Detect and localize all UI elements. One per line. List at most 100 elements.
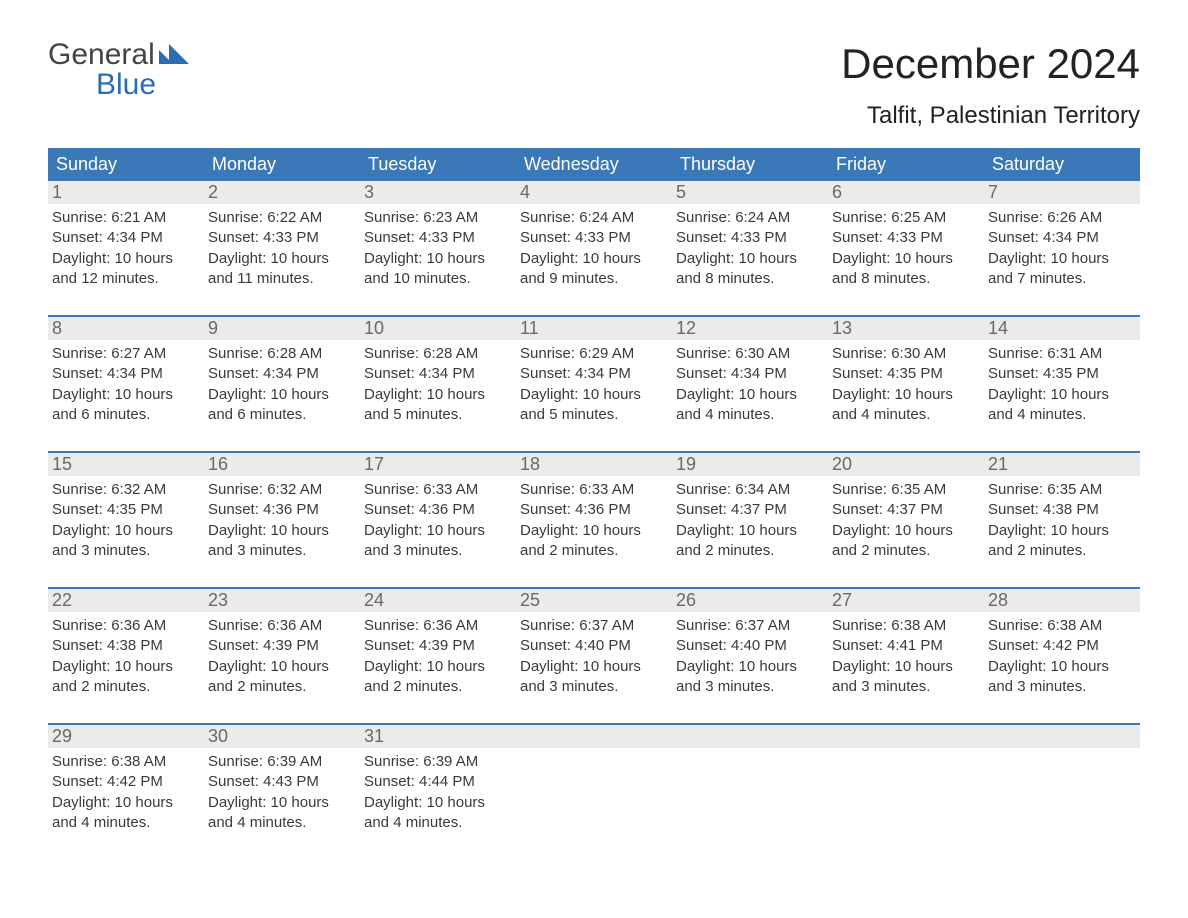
daylight-line: Daylight: 10 hours and 8 minutes. xyxy=(832,249,980,290)
sunset-line: Sunset: 4:33 PM xyxy=(520,228,668,248)
dow-fri: Friday xyxy=(828,148,984,181)
sunrise-line: Sunrise: 6:36 AM xyxy=(52,616,200,636)
day-details: Sunrise: 6:23 AMSunset: 4:33 PMDaylight:… xyxy=(364,208,512,289)
day-details: Sunrise: 6:27 AMSunset: 4:34 PMDaylight:… xyxy=(52,344,200,425)
sunset-line: Sunset: 4:34 PM xyxy=(520,364,668,384)
day-cell: 2Sunrise: 6:22 AMSunset: 4:33 PMDaylight… xyxy=(204,181,360,297)
day-details: Sunrise: 6:26 AMSunset: 4:34 PMDaylight:… xyxy=(988,208,1136,289)
day-details: Sunrise: 6:35 AMSunset: 4:38 PMDaylight:… xyxy=(988,480,1136,561)
logo-flag-icon xyxy=(159,44,189,64)
day-number: 7 xyxy=(984,181,1140,204)
daylight-line: Daylight: 10 hours and 4 minutes. xyxy=(364,793,512,834)
sunrise-line: Sunrise: 6:28 AM xyxy=(364,344,512,364)
sunrise-line: Sunrise: 6:35 AM xyxy=(832,480,980,500)
sunrise-line: Sunrise: 6:30 AM xyxy=(676,344,824,364)
sunset-line: Sunset: 4:42 PM xyxy=(52,772,200,792)
day-cell: 11Sunrise: 6:29 AMSunset: 4:34 PMDayligh… xyxy=(516,317,672,433)
location: Talfit, Palestinian Territory xyxy=(841,102,1140,130)
day-cell: 5Sunrise: 6:24 AMSunset: 4:33 PMDaylight… xyxy=(672,181,828,297)
day-details: Sunrise: 6:32 AMSunset: 4:36 PMDaylight:… xyxy=(208,480,356,561)
day-details: Sunrise: 6:24 AMSunset: 4:33 PMDaylight:… xyxy=(676,208,824,289)
daylight-line: Daylight: 10 hours and 3 minutes. xyxy=(364,521,512,562)
daylight-line: Daylight: 10 hours and 8 minutes. xyxy=(676,249,824,290)
day-number: 29 xyxy=(48,725,204,748)
day-details: Sunrise: 6:28 AMSunset: 4:34 PMDaylight:… xyxy=(208,344,356,425)
logo: General Blue xyxy=(48,40,189,100)
daylight-line: Daylight: 10 hours and 6 minutes. xyxy=(52,385,200,426)
sunrise-line: Sunrise: 6:22 AM xyxy=(208,208,356,228)
sunrise-line: Sunrise: 6:37 AM xyxy=(676,616,824,636)
dow-tue: Tuesday xyxy=(360,148,516,181)
daylight-line: Daylight: 10 hours and 2 minutes. xyxy=(52,657,200,698)
day-number: . xyxy=(984,725,1140,748)
logo-text-bottom: Blue xyxy=(48,70,189,100)
day-number: 13 xyxy=(828,317,984,340)
day-details: Sunrise: 6:32 AMSunset: 4:35 PMDaylight:… xyxy=(52,480,200,561)
day-cell: . xyxy=(672,725,828,841)
day-details: Sunrise: 6:21 AMSunset: 4:34 PMDaylight:… xyxy=(52,208,200,289)
sunrise-line: Sunrise: 6:23 AM xyxy=(364,208,512,228)
sunset-line: Sunset: 4:34 PM xyxy=(208,364,356,384)
dow-sat: Saturday xyxy=(984,148,1140,181)
day-cell: 10Sunrise: 6:28 AMSunset: 4:34 PMDayligh… xyxy=(360,317,516,433)
day-details: Sunrise: 6:36 AMSunset: 4:39 PMDaylight:… xyxy=(364,616,512,697)
sunset-line: Sunset: 4:44 PM xyxy=(364,772,512,792)
day-number: 9 xyxy=(204,317,360,340)
day-cell: 17Sunrise: 6:33 AMSunset: 4:36 PMDayligh… xyxy=(360,453,516,569)
day-number: 19 xyxy=(672,453,828,476)
sunrise-line: Sunrise: 6:30 AM xyxy=(832,344,980,364)
sunrise-line: Sunrise: 6:36 AM xyxy=(208,616,356,636)
day-number: 8 xyxy=(48,317,204,340)
sunset-line: Sunset: 4:37 PM xyxy=(676,500,824,520)
day-details: Sunrise: 6:30 AMSunset: 4:34 PMDaylight:… xyxy=(676,344,824,425)
day-cell: 7 Sunrise: 6:26 AMSunset: 4:34 PMDaylight… xyxy=(984,181,1140,297)
day-number: 3 xyxy=(360,181,516,204)
day-number: 14 xyxy=(984,317,1140,340)
sunset-line: Sunset: 4:41 PM xyxy=(832,636,980,656)
day-number: 22 xyxy=(48,589,204,612)
sunset-line: Sunset: 4:35 PM xyxy=(832,364,980,384)
daylight-line: Daylight: 10 hours and 4 minutes. xyxy=(832,385,980,426)
daylight-line: Daylight: 10 hours and 7 minutes. xyxy=(988,249,1136,290)
day-header-row: Sunday Monday Tuesday Wednesday Thursday… xyxy=(48,148,1140,181)
sunset-line: Sunset: 4:34 PM xyxy=(988,228,1136,248)
day-number: . xyxy=(828,725,984,748)
sunset-line: Sunset: 4:43 PM xyxy=(208,772,356,792)
daylight-line: Daylight: 10 hours and 2 minutes. xyxy=(520,521,668,562)
day-cell: 27Sunrise: 6:38 AMSunset: 4:41 PMDayligh… xyxy=(828,589,984,705)
day-details: Sunrise: 6:33 AMSunset: 4:36 PMDaylight:… xyxy=(520,480,668,561)
day-cell: 28Sunrise: 6:38 AMSunset: 4:42 PMDayligh… xyxy=(984,589,1140,705)
sunset-line: Sunset: 4:40 PM xyxy=(520,636,668,656)
day-cell: 6Sunrise: 6:25 AMSunset: 4:33 PMDaylight… xyxy=(828,181,984,297)
sunset-line: Sunset: 4:34 PM xyxy=(364,364,512,384)
day-cell: 19 Sunrise: 6:34 AMSunset: 4:37 PMDayligh… xyxy=(672,453,828,569)
sunset-line: Sunset: 4:33 PM xyxy=(208,228,356,248)
sunrise-line: Sunrise: 6:24 AM xyxy=(676,208,824,228)
sunrise-line: Sunrise: 6:34 AM xyxy=(676,480,824,500)
sunrise-line: Sunrise: 6:38 AM xyxy=(832,616,980,636)
day-cell: 1Sunrise: 6:21 AMSunset: 4:34 PMDaylight… xyxy=(48,181,204,297)
day-number: 23 xyxy=(204,589,360,612)
sunset-line: Sunset: 4:39 PM xyxy=(364,636,512,656)
day-details: Sunrise: 6:31 AMSunset: 4:35 PMDaylight:… xyxy=(988,344,1136,425)
sunset-line: Sunset: 4:36 PM xyxy=(364,500,512,520)
day-cell: 25Sunrise: 6:37 AMSunset: 4:40 PMDayligh… xyxy=(516,589,672,705)
daylight-line: Daylight: 10 hours and 5 minutes. xyxy=(520,385,668,426)
daylight-line: Daylight: 10 hours and 3 minutes. xyxy=(52,521,200,562)
title-block: December 2024 Talfit, Palestinian Territ… xyxy=(841,40,1140,130)
sunrise-line: Sunrise: 6:31 AM xyxy=(988,344,1136,364)
daylight-line: Daylight: 10 hours and 9 minutes. xyxy=(520,249,668,290)
sunset-line: Sunset: 4:35 PM xyxy=(52,500,200,520)
sunset-line: Sunset: 4:38 PM xyxy=(52,636,200,656)
day-details: Sunrise: 6:38 AMSunset: 4:41 PMDaylight:… xyxy=(832,616,980,697)
daylight-line: Daylight: 10 hours and 4 minutes. xyxy=(988,385,1136,426)
daylight-line: Daylight: 10 hours and 2 minutes. xyxy=(676,521,824,562)
day-details: Sunrise: 6:29 AMSunset: 4:34 PMDaylight:… xyxy=(520,344,668,425)
day-number: 4 xyxy=(516,181,672,204)
sunset-line: Sunset: 4:36 PM xyxy=(208,500,356,520)
sunrise-line: Sunrise: 6:33 AM xyxy=(364,480,512,500)
daylight-line: Daylight: 10 hours and 3 minutes. xyxy=(832,657,980,698)
daylight-line: Daylight: 10 hours and 4 minutes. xyxy=(208,793,356,834)
daylight-line: Daylight: 10 hours and 2 minutes. xyxy=(832,521,980,562)
sunset-line: Sunset: 4:34 PM xyxy=(52,228,200,248)
